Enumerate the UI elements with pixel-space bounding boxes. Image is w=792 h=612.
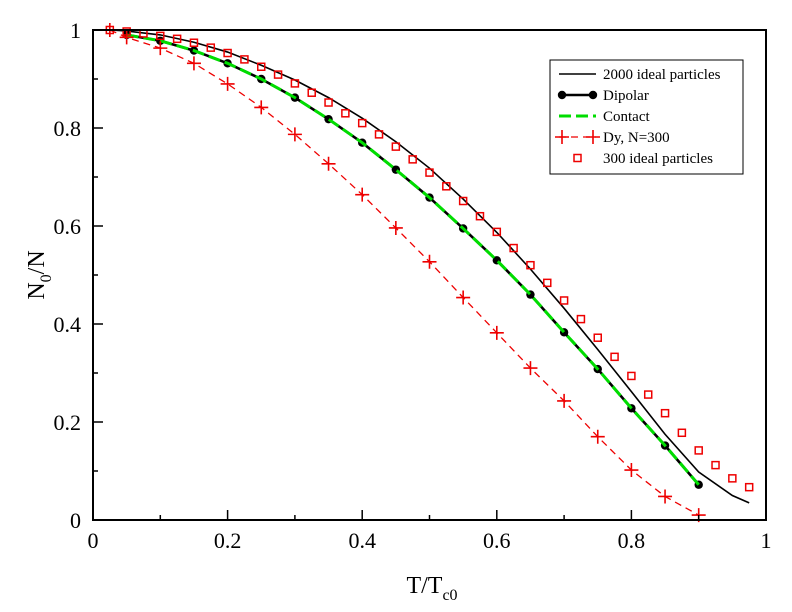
data-point	[643, 390, 653, 399]
legend-label: 300 ideal particles	[603, 151, 713, 167]
data-point	[388, 220, 403, 235]
data-point	[307, 88, 316, 97]
data-point	[694, 446, 703, 455]
data-point	[677, 428, 687, 438]
data-point	[408, 155, 417, 164]
data-point	[576, 314, 586, 324]
x-tick-label: 0.6	[483, 528, 511, 553]
legend: 2000 ideal particles Dipolar Contact Dy, N=…	[549, 59, 744, 175]
data-point	[658, 489, 673, 504]
legend-symbol-marker	[557, 90, 567, 100]
series-contact	[126, 33, 700, 486]
data-point	[593, 333, 602, 342]
data-point	[223, 48, 232, 58]
data-point	[240, 55, 249, 64]
legend-item-2000-ideal-particles: 2000 ideal particles	[559, 67, 721, 83]
y-tick-label: 1	[70, 18, 81, 43]
data-point	[220, 76, 235, 91]
data-point	[458, 196, 468, 206]
data-point	[728, 474, 737, 483]
data-point	[357, 118, 367, 128]
data-point	[391, 142, 401, 151]
legend-symbol-marker	[586, 130, 600, 144]
data-point	[287, 127, 302, 142]
x-axis-title: T/Tc0	[406, 573, 457, 604]
legend-item-300-ideal-particles: 300 ideal particles	[573, 151, 713, 167]
data-point	[744, 482, 754, 492]
data-point	[189, 38, 199, 47]
data-point	[492, 227, 502, 237]
data-point	[324, 98, 333, 107]
series-line	[126, 33, 700, 486]
legend-symbol-marker	[555, 130, 569, 144]
data-point	[290, 79, 300, 88]
data-point	[627, 371, 636, 381]
data-point	[475, 211, 485, 221]
y-tick-label: 0.4	[54, 312, 82, 337]
legend-label: Contact	[603, 109, 650, 125]
data-point	[156, 31, 165, 41]
y-tick-label: 0.8	[54, 116, 82, 141]
legend-label: Dy, N=300	[603, 130, 670, 146]
series-layer	[102, 23, 754, 523]
data-point	[273, 70, 283, 79]
data-point	[321, 156, 336, 171]
data-point	[489, 325, 504, 340]
ticks-layer: 0 0.2 0.4 0.6 0.8 1 0 0.2 0.4 0.6 0.8 1	[54, 18, 772, 553]
data-point	[206, 43, 216, 52]
legend-item-contact: Contact	[559, 109, 650, 125]
data-point	[374, 130, 384, 139]
y-tick-label: 0	[70, 508, 81, 533]
legend-item-dy-n-300: Dy, N=300	[555, 130, 670, 146]
x-tick-label: 0.4	[348, 528, 376, 553]
data-point	[660, 408, 670, 418]
legend-items: 2000 ideal particles Dipolar Contact Dy, N=…	[555, 67, 721, 167]
data-point	[425, 168, 434, 177]
data-point	[254, 100, 269, 115]
data-point	[523, 361, 538, 376]
data-point	[153, 41, 168, 56]
data-point	[711, 460, 720, 470]
legend-symbol-marker	[588, 90, 598, 100]
data-point	[355, 187, 370, 202]
x-tick-label: 0.8	[618, 528, 646, 553]
data-point	[526, 260, 535, 270]
y-axis-title: N0/N	[24, 250, 55, 299]
data-point	[122, 27, 131, 36]
legend-item-dipolar: Dipolar	[557, 88, 649, 104]
data-point	[509, 243, 518, 253]
data-point	[590, 429, 605, 444]
data-point	[610, 352, 619, 362]
data-point	[557, 393, 572, 408]
legend-label: 2000 ideal particles	[603, 67, 721, 83]
series-2000-ideal-particles	[109, 29, 750, 504]
data-point	[341, 109, 350, 118]
y-tick-label: 0.2	[54, 410, 82, 435]
data-point	[422, 254, 437, 269]
legend-symbol	[573, 153, 582, 163]
x-tick-label: 0	[88, 528, 99, 553]
x-tick-label: 1	[761, 528, 772, 553]
series-line	[109, 29, 750, 504]
data-point	[543, 278, 552, 288]
data-point	[442, 182, 451, 191]
data-point	[624, 463, 639, 478]
x-tick-label: 0.2	[214, 528, 242, 553]
data-point	[119, 30, 134, 45]
data-point	[257, 62, 266, 71]
data-point	[559, 296, 569, 305]
data-point	[456, 290, 471, 305]
y-tick-label: 0.6	[54, 214, 82, 239]
legend-label: Dipolar	[603, 88, 649, 104]
series-300-ideal-particles	[105, 25, 754, 492]
data-point	[172, 34, 182, 44]
data-point	[186, 56, 201, 71]
